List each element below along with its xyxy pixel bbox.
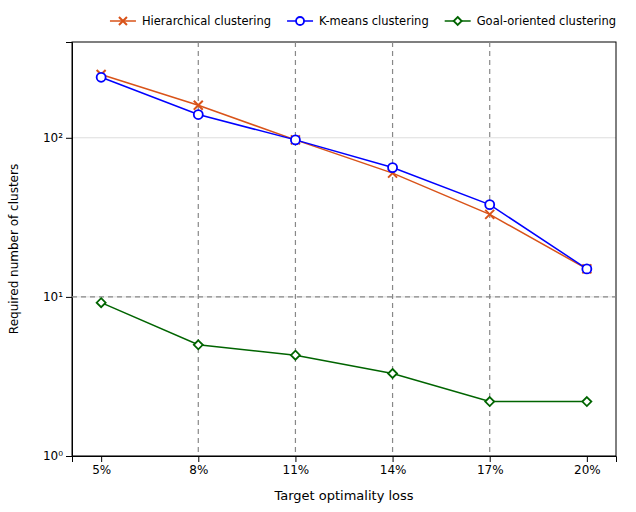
legend-marker-group: [454, 17, 462, 25]
y-tick: 10¹: [43, 290, 72, 304]
point-group: [194, 110, 203, 119]
point-group: [485, 200, 494, 209]
point-group: [291, 351, 300, 360]
point-group: [582, 264, 591, 273]
legend-item: Hierarchical clustering: [110, 14, 271, 28]
point-group: [194, 101, 203, 110]
chart: 5% 8% 11% 14% 17% 20% 10⁰ 10¹ 10² Target optimali…: [0, 0, 636, 512]
x-tick-label: 8%: [189, 463, 208, 477]
point-group: [194, 340, 203, 349]
x-tick: 14%: [380, 456, 407, 477]
point-group: [291, 135, 300, 144]
point: [388, 163, 397, 172]
y-tick-mark: [66, 297, 72, 298]
y-tick-label: 10⁰: [43, 449, 63, 463]
x-tick-label: 17%: [477, 463, 504, 477]
y-tick-label: 10¹: [43, 290, 63, 304]
point: [291, 135, 300, 144]
point-group: [485, 210, 494, 219]
reference-line: [72, 296, 616, 297]
y-tick: 10⁰: [43, 449, 72, 463]
point-group: [97, 298, 106, 307]
x-tick-label: 11%: [283, 463, 310, 477]
x-tick: 5%: [92, 456, 111, 477]
legend-item: Goal-oriented clustering: [445, 14, 616, 28]
point-group: [485, 397, 494, 406]
y-tick-mark: [66, 138, 72, 139]
legend-marker: [296, 17, 304, 25]
y-tick-label: 10²: [43, 131, 63, 145]
x-tick-label: 14%: [380, 463, 407, 477]
point: [582, 264, 591, 273]
point-group: [291, 135, 300, 144]
y-axis-title: Required number of clusters: [7, 164, 21, 334]
point: [388, 369, 397, 378]
y-tick: 10²: [43, 131, 72, 145]
point: [97, 298, 106, 307]
series-line: [101, 77, 587, 269]
plot: 5% 8% 11% 14% 17% 20% 10⁰ 10¹ 10²: [43, 42, 617, 477]
legend-marker-group: [119, 17, 127, 25]
x-axis: 5% 8% 11% 14% 17% 20%: [73, 456, 617, 477]
legend-marker: [454, 17, 462, 25]
x-tick-mark: [587, 456, 588, 462]
x-tick-mark: [490, 456, 491, 462]
grid-line: [72, 137, 616, 138]
legend-marker-group: [296, 17, 304, 25]
y-tick-mark: [66, 456, 72, 457]
point-group: [97, 73, 106, 82]
x-tick-mark: [101, 456, 102, 462]
x-tick: 17%: [477, 456, 504, 477]
x-tick: 20%: [574, 456, 601, 477]
point-group: [388, 369, 397, 378]
x-tick: 8%: [189, 456, 208, 477]
x-tick-mark: [198, 456, 199, 462]
point: [194, 340, 203, 349]
grid: [72, 138, 616, 456]
point-group: [582, 264, 591, 273]
x-tick-label: 20%: [574, 463, 601, 477]
y-axis: 10⁰ 10¹ 10²: [43, 43, 73, 464]
data-area: [72, 42, 616, 456]
grid-line: [72, 296, 616, 297]
point-group: [388, 163, 397, 172]
x-tick-mark: [295, 456, 296, 462]
legend-label: Goal-oriented clustering: [477, 14, 616, 28]
point: [97, 73, 106, 82]
x-tick-label: 5%: [92, 463, 111, 477]
x-tick-mark: [393, 456, 394, 462]
legend: Hierarchical clustering K-means clusterin…: [110, 14, 616, 28]
legend-label: Hierarchical clustering: [142, 14, 271, 28]
point: [485, 210, 494, 219]
series-line: [101, 303, 587, 402]
reference-line: [295, 42, 296, 456]
x-tick: 11%: [283, 456, 310, 477]
point: [194, 101, 203, 110]
point: [582, 264, 591, 273]
point: [485, 397, 494, 406]
point-group: [582, 397, 591, 406]
legend-label: K-means clustering: [319, 14, 429, 28]
reference-line: [392, 42, 393, 456]
series-line: [101, 74, 587, 268]
point: [291, 135, 300, 144]
plot-frame: [72, 42, 616, 456]
reference-line: [489, 42, 490, 456]
legend-marker: [119, 17, 127, 25]
point: [582, 397, 591, 406]
point: [291, 351, 300, 360]
x-axis-line: [73, 457, 617, 463]
x-axis-title: Target optimality loss: [273, 488, 413, 503]
legend-item: K-means clustering: [287, 14, 429, 28]
point: [194, 110, 203, 119]
point: [485, 200, 494, 209]
